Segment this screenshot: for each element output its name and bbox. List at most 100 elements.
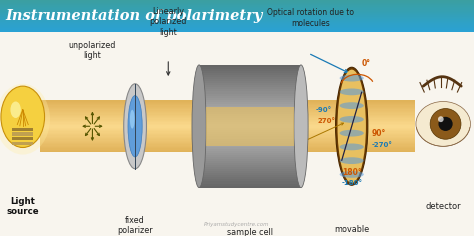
Bar xyxy=(199,139,301,141)
Bar xyxy=(40,137,415,138)
Bar xyxy=(0,21,474,22)
Bar xyxy=(40,105,415,107)
Bar xyxy=(199,89,301,92)
Bar xyxy=(199,124,301,126)
Bar xyxy=(40,138,415,139)
Bar xyxy=(40,142,415,143)
Bar xyxy=(199,161,301,163)
Bar xyxy=(12,142,33,145)
Text: 90°: 90° xyxy=(372,129,386,138)
Ellipse shape xyxy=(339,88,364,95)
Bar xyxy=(0,3,474,4)
Bar xyxy=(40,111,415,112)
Bar xyxy=(40,131,415,133)
Bar xyxy=(40,121,415,122)
Bar xyxy=(199,118,301,120)
Text: movable
polarizer: movable polarizer xyxy=(334,225,370,236)
Bar xyxy=(40,113,415,114)
Bar xyxy=(40,134,415,135)
Bar xyxy=(40,108,415,110)
Text: -90°: -90° xyxy=(315,107,331,113)
Bar xyxy=(12,132,33,136)
Bar xyxy=(40,139,415,140)
Bar xyxy=(0,0,474,1)
Bar xyxy=(199,141,301,143)
Bar xyxy=(0,23,474,25)
Text: detector: detector xyxy=(425,202,461,211)
Bar xyxy=(40,107,415,108)
Bar xyxy=(0,30,474,31)
Bar xyxy=(199,106,301,108)
Bar xyxy=(199,110,301,112)
Bar xyxy=(40,127,415,129)
Text: 270°: 270° xyxy=(317,118,335,124)
Ellipse shape xyxy=(336,67,368,185)
Bar xyxy=(199,116,301,118)
Bar xyxy=(199,69,301,71)
Ellipse shape xyxy=(1,86,45,148)
Bar xyxy=(40,117,415,118)
Bar xyxy=(199,71,301,73)
Bar xyxy=(0,2,474,3)
Bar xyxy=(199,184,301,185)
Ellipse shape xyxy=(438,116,444,122)
Bar xyxy=(0,11,474,12)
Text: 0°: 0° xyxy=(362,59,370,68)
Bar xyxy=(199,165,301,167)
Ellipse shape xyxy=(0,84,50,155)
Ellipse shape xyxy=(430,109,461,139)
Bar xyxy=(199,73,301,75)
Bar xyxy=(0,1,474,2)
Text: Instrumentation of polarimetry: Instrumentation of polarimetry xyxy=(6,9,263,23)
Text: Optical rotation due to
molecules: Optical rotation due to molecules xyxy=(267,8,354,28)
Bar xyxy=(0,18,474,19)
Bar xyxy=(199,135,301,136)
Bar xyxy=(40,116,415,117)
Bar xyxy=(199,163,301,165)
Bar xyxy=(199,93,301,96)
Bar xyxy=(0,8,474,9)
Text: -270°: -270° xyxy=(371,142,392,148)
Ellipse shape xyxy=(128,96,142,157)
Bar xyxy=(199,65,301,67)
Bar xyxy=(40,100,415,101)
Bar xyxy=(40,150,415,151)
Bar xyxy=(199,151,301,153)
Bar xyxy=(199,87,301,89)
Ellipse shape xyxy=(339,171,364,178)
Bar xyxy=(40,143,415,144)
Text: fixed
polarizer: fixed polarizer xyxy=(117,216,153,235)
Ellipse shape xyxy=(339,143,364,150)
Bar xyxy=(199,159,301,161)
Bar xyxy=(40,120,415,121)
Text: sample cell
containing molecules
for study: sample cell containing molecules for stu… xyxy=(207,228,293,236)
Bar xyxy=(40,110,415,111)
Bar xyxy=(0,12,474,13)
Bar xyxy=(0,17,474,18)
Ellipse shape xyxy=(294,65,308,188)
Bar xyxy=(199,143,301,145)
Bar xyxy=(199,149,301,151)
Bar xyxy=(199,92,301,93)
Ellipse shape xyxy=(339,102,364,109)
Text: 180°: 180° xyxy=(342,168,362,177)
Bar xyxy=(40,140,415,142)
Bar xyxy=(0,31,474,32)
Bar xyxy=(0,15,474,16)
Bar xyxy=(199,77,301,79)
Bar xyxy=(199,120,301,122)
Bar xyxy=(199,100,301,102)
Bar xyxy=(0,29,474,30)
Bar xyxy=(12,128,33,131)
Bar xyxy=(40,144,415,146)
Bar xyxy=(199,114,301,116)
Bar xyxy=(40,133,415,134)
Bar xyxy=(199,155,301,157)
Bar xyxy=(40,103,415,104)
Ellipse shape xyxy=(10,101,21,118)
Ellipse shape xyxy=(339,157,364,164)
Bar xyxy=(199,173,301,175)
Bar xyxy=(40,124,415,125)
Bar xyxy=(0,27,474,28)
Bar xyxy=(199,167,301,169)
